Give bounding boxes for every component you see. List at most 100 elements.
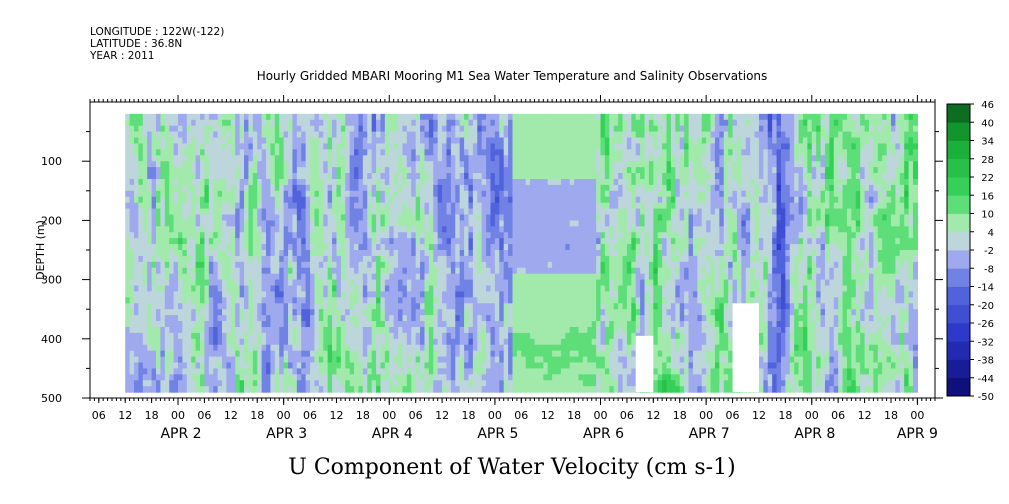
heatmap-cell [569, 190, 575, 198]
heatmap-cell [530, 362, 536, 369]
heatmap-cell [222, 267, 228, 275]
heatmap-cell [415, 184, 421, 192]
heatmap-cell [204, 184, 210, 192]
heatmap-cell [173, 161, 179, 168]
heatmap-cell [442, 338, 448, 346]
heatmap-cell [455, 374, 461, 381]
heatmap-cell [296, 208, 302, 216]
heatmap-cell [552, 149, 558, 156]
heatmap-cell [354, 297, 360, 304]
heatmap-cell [437, 362, 443, 369]
heatmap-cell [565, 250, 571, 257]
heatmap-cell [446, 190, 452, 198]
heatmap-cell [552, 362, 558, 369]
heatmap-cell [547, 356, 553, 364]
heatmap-cell [340, 226, 346, 233]
heatmap-cell [362, 279, 368, 287]
heatmap-cell [332, 119, 338, 127]
heatmap-cell [160, 344, 166, 352]
heatmap-cell [406, 338, 412, 346]
heatmap-cell [261, 386, 267, 393]
heatmap-cell [525, 214, 531, 221]
heatmap-cell [283, 309, 289, 316]
heatmap-cell [292, 214, 298, 221]
heatmap-cell [556, 250, 562, 257]
heatmap-cell [178, 285, 184, 293]
heatmap-cell [318, 149, 324, 156]
heatmap-cell [266, 321, 272, 328]
heatmap-cell [384, 202, 390, 210]
heatmap-cell [543, 261, 549, 269]
heatmap-cell [310, 309, 316, 316]
heatmap-cell [587, 309, 593, 316]
heatmap-cell [503, 232, 509, 239]
heatmap-cell [437, 125, 443, 133]
heatmap-cell [340, 190, 346, 198]
heatmap-cell [200, 362, 206, 369]
heatmap-cell [340, 356, 346, 364]
heatmap-cell [332, 380, 338, 387]
heatmap-cell [283, 161, 289, 168]
heatmap-cell [499, 161, 505, 168]
heatmap-cell [459, 261, 465, 269]
heatmap-cell [200, 149, 206, 156]
heatmap-cell [283, 344, 289, 352]
heatmap-cell [173, 244, 179, 251]
heatmap-cell [574, 380, 580, 387]
heatmap-cell [398, 220, 404, 227]
heatmap-cell [464, 143, 470, 150]
heatmap-cell [442, 244, 448, 251]
heatmap-cell [235, 196, 241, 204]
heatmap-cell [151, 332, 157, 340]
heatmap-cell [340, 238, 346, 245]
heatmap-cell [213, 167, 219, 174]
heatmap-cell [195, 184, 201, 192]
heatmap-cell [477, 208, 483, 216]
heatmap-cell [349, 380, 355, 387]
heatmap-cell [494, 167, 500, 174]
heatmap-cell [279, 368, 285, 375]
heatmap-cell [503, 344, 509, 352]
heatmap-cell [538, 184, 544, 192]
heatmap-cell [406, 386, 412, 393]
heatmap-cell [252, 315, 258, 322]
heatmap-cell [459, 173, 465, 180]
heatmap-cell [464, 113, 470, 121]
heatmap-cell [226, 261, 232, 269]
heatmap-cell [336, 131, 342, 139]
heatmap-cell [327, 238, 333, 245]
heatmap-cell [560, 261, 566, 269]
heatmap-cell [574, 332, 580, 340]
heatmap-cell [164, 356, 170, 364]
heatmap-cell [195, 273, 201, 281]
heatmap-cell [200, 368, 206, 375]
heatmap-cell [323, 214, 329, 221]
heatmap-cell [222, 255, 228, 263]
heatmap-cell [547, 315, 553, 322]
heatmap-cell [508, 131, 514, 139]
heatmap-cell [503, 273, 509, 281]
heatmap-cell [345, 167, 351, 174]
heatmap-cell [252, 380, 258, 387]
heatmap-cell [420, 332, 426, 340]
heatmap-cell [569, 143, 575, 150]
heatmap-cell [450, 338, 456, 346]
heatmap-cell [442, 131, 448, 139]
heatmap-cell [195, 350, 201, 358]
heatmap-cell [195, 374, 201, 381]
heatmap-cell [534, 386, 540, 393]
heatmap-cell [398, 303, 404, 310]
heatmap-cell [305, 190, 311, 198]
heatmap-cell [173, 202, 179, 210]
heatmap-cell [380, 273, 386, 281]
heatmap-cell [191, 374, 197, 381]
heatmap-cell [428, 220, 434, 227]
heatmap-cell [552, 356, 558, 364]
heatmap-cell [472, 332, 478, 340]
heatmap-cell [226, 149, 232, 156]
heatmap-cell [270, 356, 276, 364]
heatmap-cell [182, 178, 188, 186]
heatmap-cell [587, 232, 593, 239]
heatmap-cell [362, 149, 368, 156]
heatmap-cell [481, 161, 487, 168]
